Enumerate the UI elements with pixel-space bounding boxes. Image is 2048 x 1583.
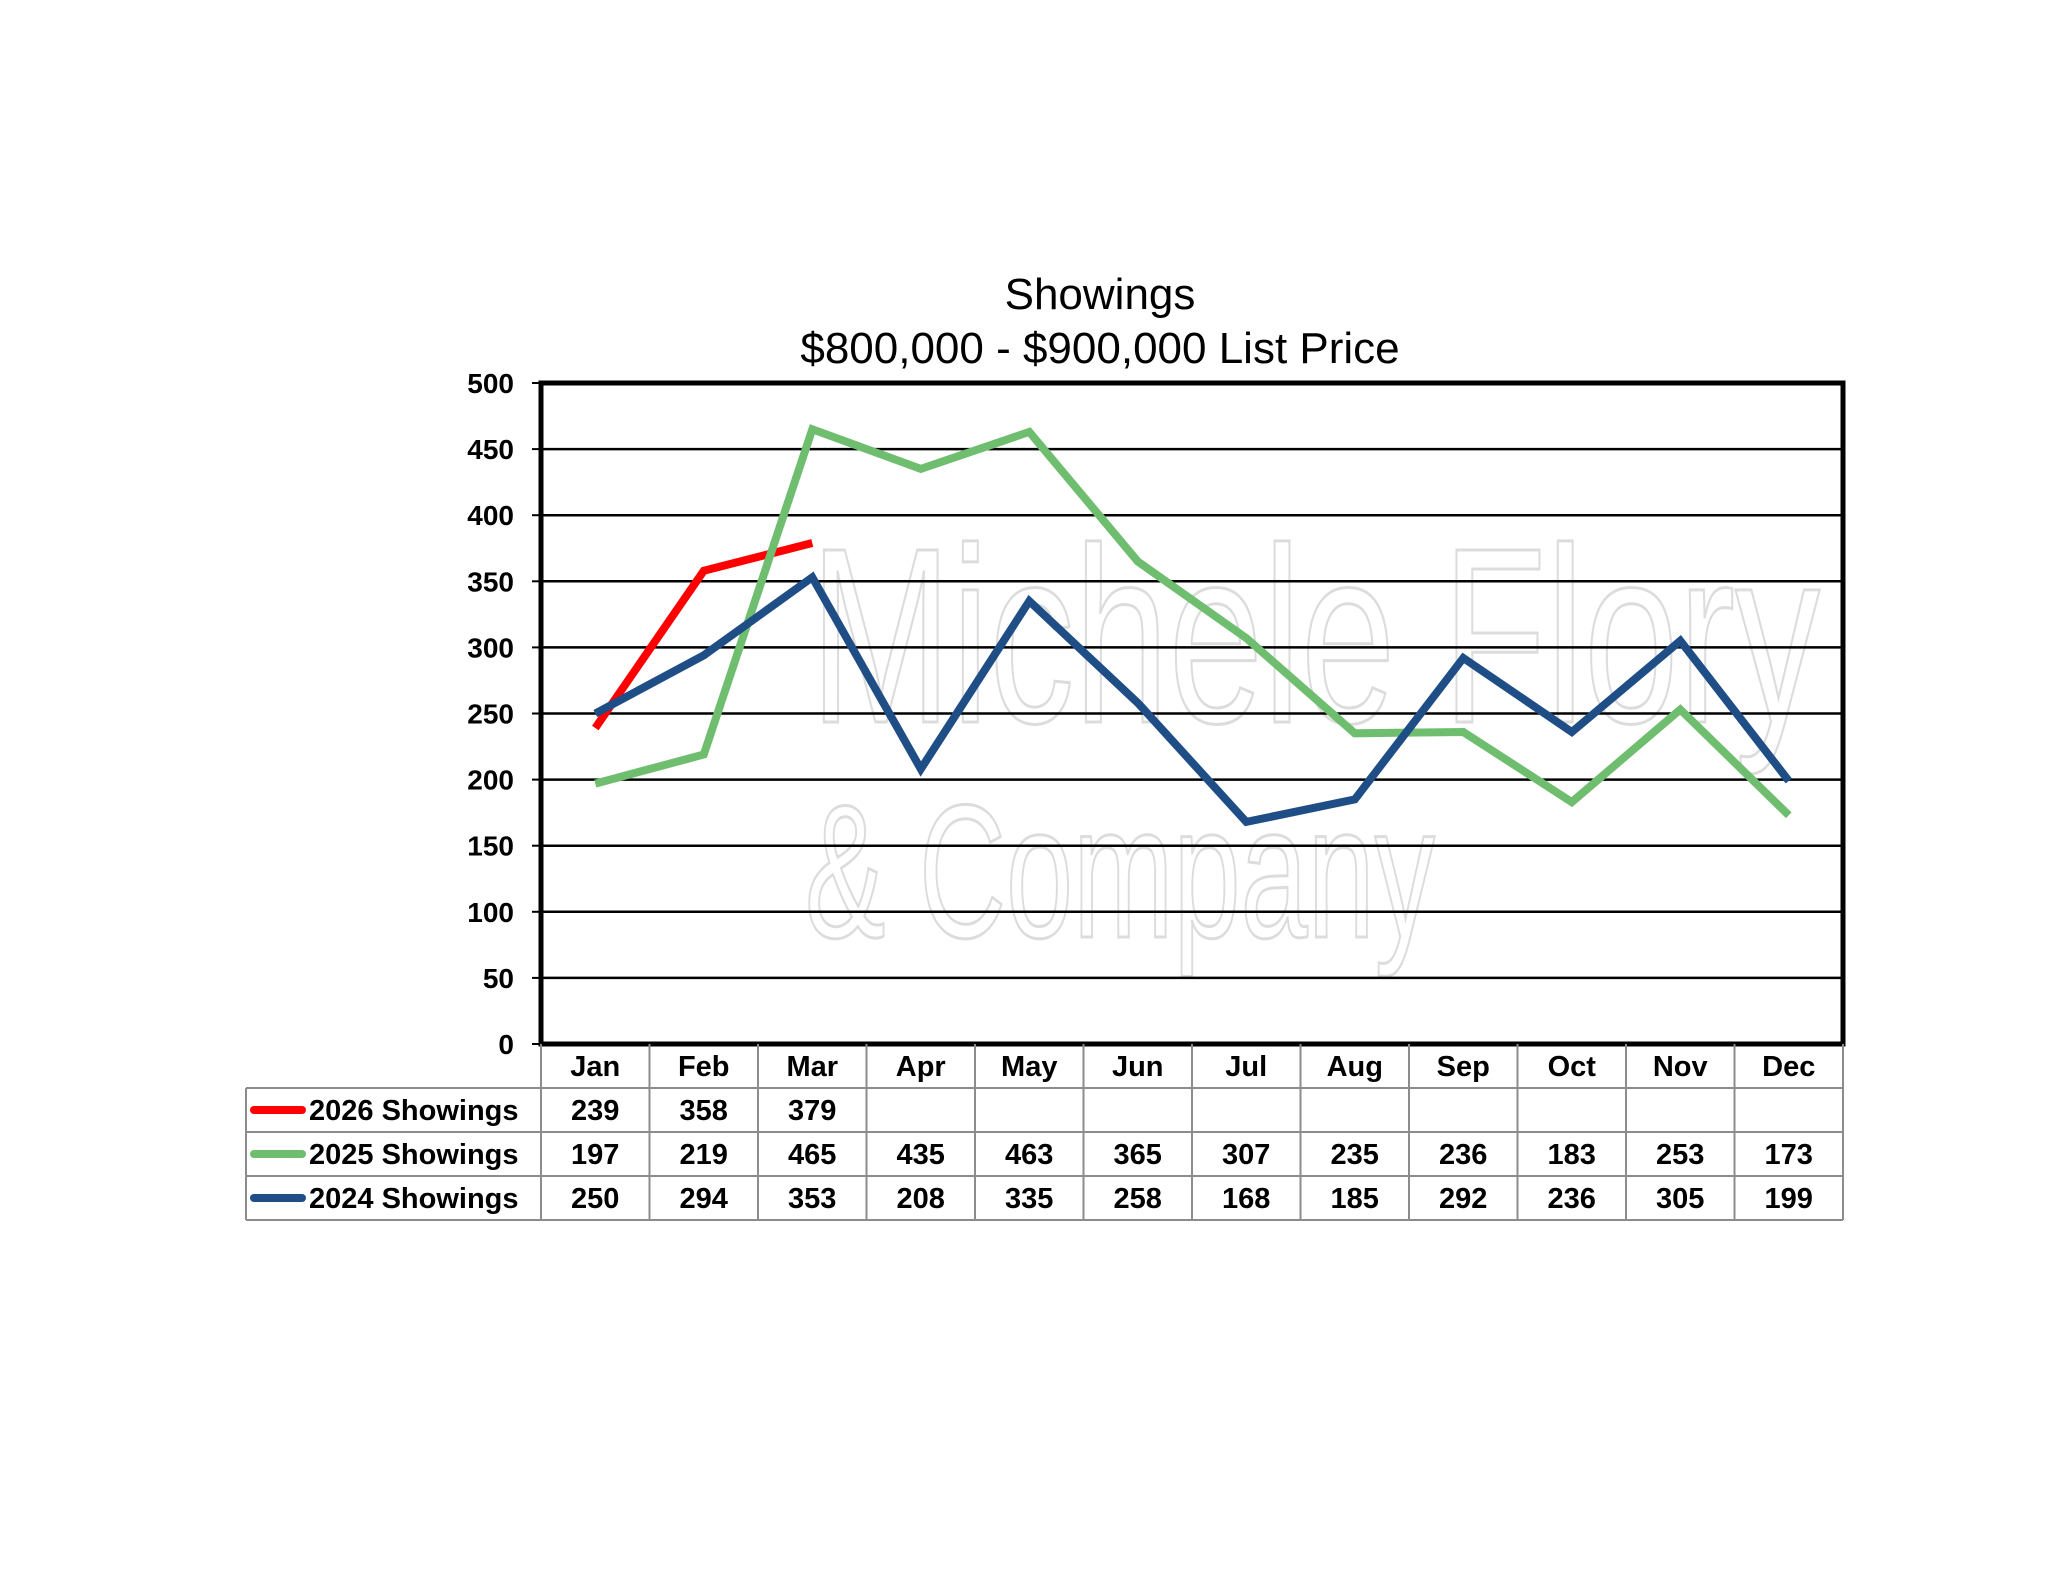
data-table-value: 365 xyxy=(1114,1139,1162,1171)
y-tick-label: 150 xyxy=(467,831,514,862)
legend-series-name: 2025 Showings xyxy=(309,1139,519,1171)
series-line-1 xyxy=(594,424,1792,819)
chart-title: Showings xyxy=(1005,270,1196,319)
y-tick-label: 500 xyxy=(467,368,514,399)
series-line-0 xyxy=(592,539,814,731)
watermark-line-1: Michele Flory xyxy=(810,496,1820,775)
data-table-value: 235 xyxy=(1331,1139,1379,1171)
y-tick-label: 350 xyxy=(467,566,514,597)
x-category-label: Aug xyxy=(1327,1051,1383,1083)
data-table-value: 219 xyxy=(680,1139,728,1171)
watermark-line-2: & Company xyxy=(805,766,1435,978)
series-lines xyxy=(592,424,1792,827)
y-tick-label: 200 xyxy=(467,765,514,796)
chart-subtitle: $800,000 - $900,000 List Price xyxy=(800,324,1399,373)
data-table-value: 307 xyxy=(1222,1139,1270,1171)
x-category-label: May xyxy=(1001,1051,1057,1083)
y-tick-label: 100 xyxy=(467,897,514,928)
data-table-value: 208 xyxy=(897,1183,945,1215)
data-table-value: 379 xyxy=(788,1095,836,1127)
data-table-value: 185 xyxy=(1331,1183,1379,1215)
data-table-value: 294 xyxy=(680,1183,728,1215)
x-category-label: Oct xyxy=(1548,1051,1597,1083)
data-table-value: 253 xyxy=(1656,1139,1704,1171)
data-table-value: 463 xyxy=(1005,1139,1053,1171)
x-category-label: Dec xyxy=(1762,1051,1815,1083)
series-line-2 xyxy=(593,571,1792,827)
data-table-value: 197 xyxy=(571,1139,619,1171)
y-tick-label: 0 xyxy=(498,1029,514,1060)
data-table-value: 358 xyxy=(680,1095,728,1127)
y-tick-label: 300 xyxy=(467,632,514,663)
x-category-label: Jul xyxy=(1225,1051,1267,1083)
x-category-label: Apr xyxy=(896,1051,946,1083)
data-table-value: 292 xyxy=(1439,1183,1487,1215)
y-tick-label: 250 xyxy=(467,699,514,730)
data-table-value: 305 xyxy=(1656,1183,1704,1215)
data-table-value: 183 xyxy=(1548,1139,1596,1171)
data-table-value: 236 xyxy=(1548,1183,1596,1215)
x-category-label: Feb xyxy=(678,1051,730,1083)
data-table-value: 239 xyxy=(571,1095,619,1127)
data-table-value: 465 xyxy=(788,1139,836,1171)
y-tick-label: 50 xyxy=(483,963,514,994)
legend-series-name: 2024 Showings xyxy=(309,1183,519,1215)
data-table-value: 168 xyxy=(1222,1183,1270,1215)
data-table-value: 353 xyxy=(788,1183,836,1215)
y-tick-label: 450 xyxy=(467,434,514,465)
data-table-value: 250 xyxy=(571,1183,619,1215)
y-tick-label: 400 xyxy=(467,500,514,531)
data-table-value: 236 xyxy=(1439,1139,1487,1171)
x-category-label: Mar xyxy=(786,1051,838,1083)
data-table: Jan Feb Mar Apr May Jun Jul Aug Sep Oct Nov Dec 2026… xyxy=(245,1044,1844,1221)
x-category-label: Sep xyxy=(1437,1051,1490,1083)
x-category-label: Jun xyxy=(1112,1051,1164,1083)
legend-series-name: 2026 Showings xyxy=(309,1095,519,1127)
y-axis-ticks: 0 50 100 150 200 250 300 350 400 450 500 xyxy=(467,368,541,1060)
chart-watermark: Michele Flory & Company xyxy=(804,495,1822,980)
data-table-value: 335 xyxy=(1005,1183,1053,1215)
x-category-label: Jan xyxy=(570,1051,620,1083)
data-table-value: 199 xyxy=(1765,1183,1813,1215)
x-category-label: Nov xyxy=(1653,1051,1708,1083)
data-table-value: 258 xyxy=(1114,1183,1162,1215)
data-table-value: 173 xyxy=(1765,1139,1813,1171)
data-table-value: 435 xyxy=(897,1139,945,1171)
